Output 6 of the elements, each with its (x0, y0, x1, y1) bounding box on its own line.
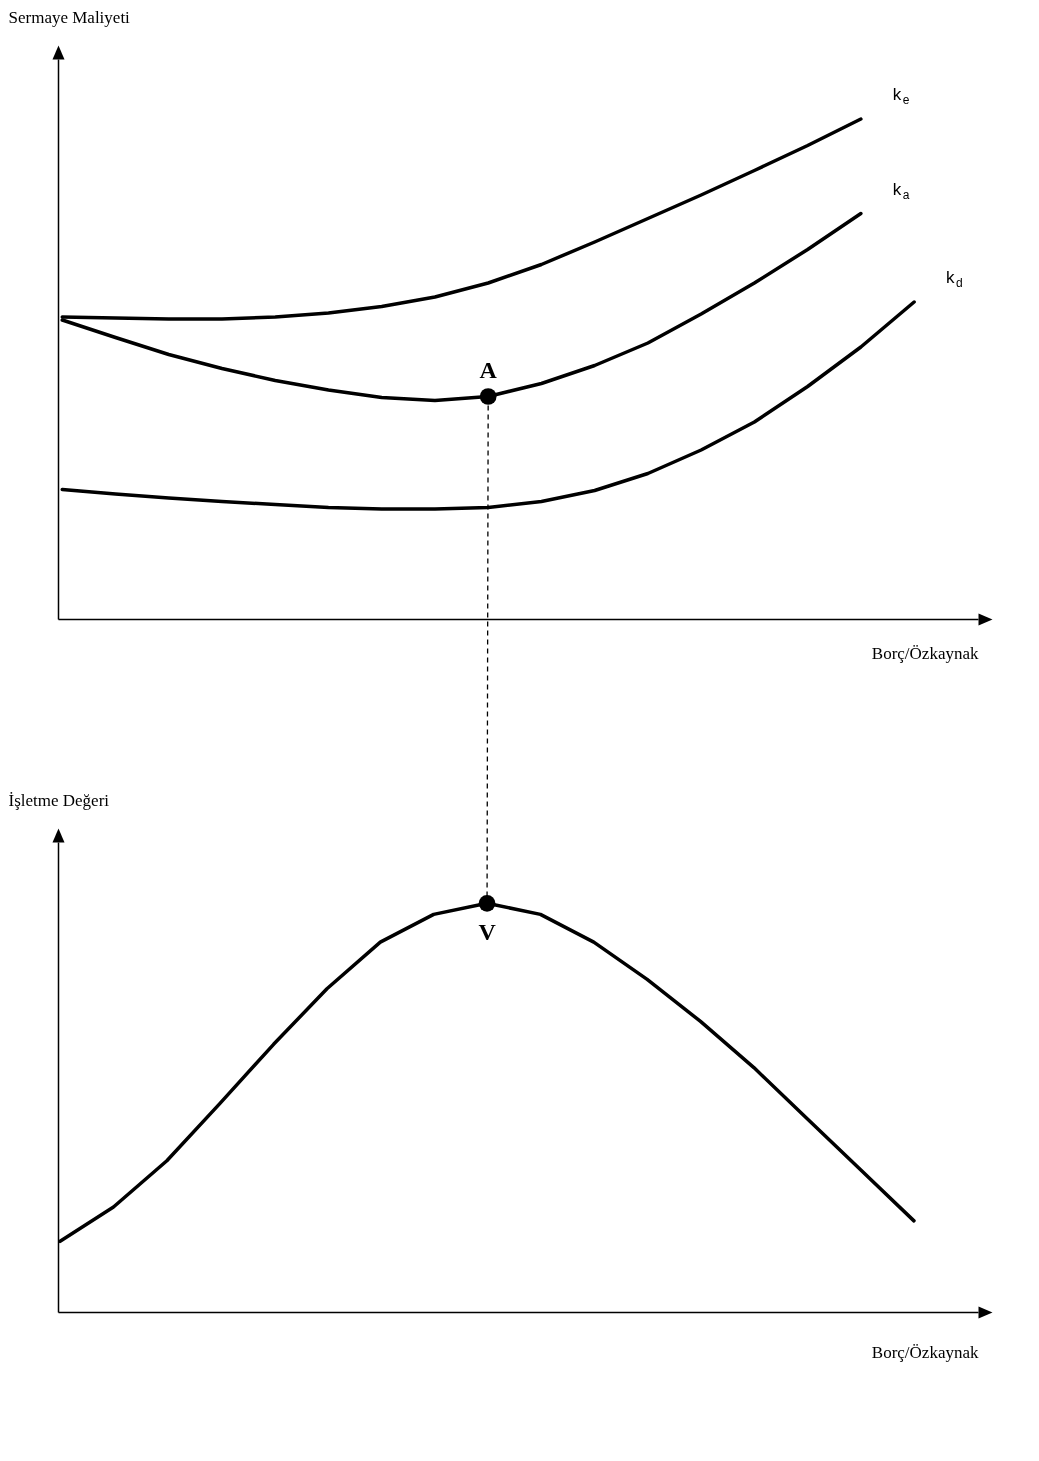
annotation: V (478, 919, 497, 946)
x-axis-title: Borç/Özkaynak (871, 643, 979, 663)
x-axis-title: Borç/Özkaynak (871, 1342, 979, 1362)
annotation: A (479, 356, 498, 383)
y-axis-title: Sermaye Maliyeti (8, 7, 131, 27)
y-axis-title: İşletme Değeri (8, 790, 110, 810)
